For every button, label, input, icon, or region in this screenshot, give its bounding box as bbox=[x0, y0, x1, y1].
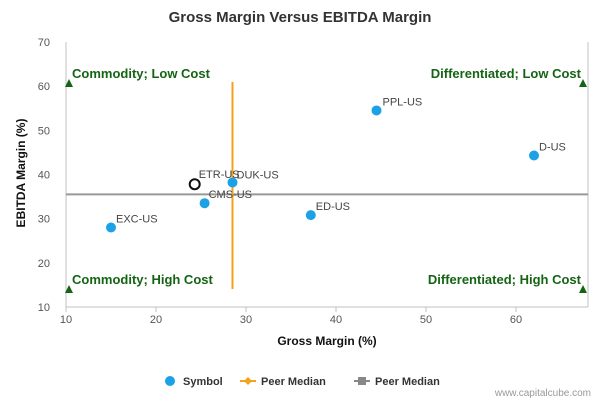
quadrant-marker-icon bbox=[65, 79, 73, 87]
data-point[interactable] bbox=[371, 105, 382, 116]
data-point-label: D-US bbox=[539, 142, 566, 154]
credit-text: www.capitalcube.com bbox=[494, 388, 591, 399]
quadrant-label: Differentiated; High Cost bbox=[428, 272, 582, 287]
legend-square-icon bbox=[358, 377, 366, 385]
x-axis-title: Gross Margin (%) bbox=[277, 334, 376, 348]
data-point[interactable] bbox=[227, 177, 238, 188]
subject-point-label: ETR-US bbox=[199, 169, 240, 181]
x-tick-label: 40 bbox=[330, 314, 342, 326]
data-point-label: CMS-US bbox=[209, 189, 252, 201]
legend-label[interactable]: Peer Median bbox=[261, 376, 326, 388]
data-point[interactable] bbox=[199, 198, 210, 209]
quadrant-marker-icon bbox=[65, 285, 73, 293]
quadrant-label: Commodity; Low Cost bbox=[72, 66, 211, 81]
data-point[interactable] bbox=[106, 222, 116, 233]
x-tick-label: 60 bbox=[510, 314, 522, 326]
data-point[interactable] bbox=[529, 150, 539, 161]
x-tick-label: 30 bbox=[240, 314, 252, 326]
subject-point[interactable] bbox=[188, 178, 201, 191]
y-tick-label: 70 bbox=[38, 37, 50, 49]
data-point-label: ED-US bbox=[316, 201, 350, 213]
data-point[interactable] bbox=[305, 210, 316, 221]
x-tick-label: 20 bbox=[150, 314, 162, 326]
y-tick-label: 10 bbox=[38, 302, 50, 314]
y-tick-label: 50 bbox=[38, 125, 50, 137]
x-tick-label: 50 bbox=[420, 314, 432, 326]
legend-label[interactable]: Peer Median bbox=[375, 376, 440, 388]
x-tick-label: 10 bbox=[60, 314, 72, 326]
y-tick-label: 20 bbox=[38, 258, 50, 270]
data-point-label: PPL-US bbox=[383, 96, 423, 108]
y-tick-label: 40 bbox=[38, 170, 50, 182]
chart-title: Gross Margin Versus EBITDA Margin bbox=[169, 9, 432, 26]
y-axis-title: EBITDA Margin (%) bbox=[14, 119, 28, 228]
quadrant-marker-icon bbox=[579, 79, 587, 87]
median-lines bbox=[66, 82, 588, 289]
data-point-label: EXC-US bbox=[116, 214, 158, 226]
data-point-label: DUK-US bbox=[237, 169, 279, 181]
legend[interactable]: Symbol Peer Median Peer Median bbox=[165, 376, 440, 388]
plot-area bbox=[65, 42, 589, 308]
legend-symbol-icon bbox=[165, 376, 175, 386]
y-tick-label: 60 bbox=[38, 81, 50, 93]
data-points: EXC-US CMS-US DUK-US ED-US PPL-US D-US ETR-US bbox=[106, 96, 566, 233]
x-axis-ticks: 10 20 30 40 50 60 bbox=[60, 307, 522, 326]
quadrant-label: Commodity; High Cost bbox=[72, 272, 213, 287]
quadrant-label: Differentiated; Low Cost bbox=[431, 66, 582, 81]
legend-diamond-icon bbox=[244, 377, 252, 385]
quadrant-marker-icon bbox=[579, 285, 587, 293]
quadrant-labels: Commodity; Low Cost Differentiated; Low C… bbox=[65, 66, 587, 293]
y-axis-ticks: 10 20 30 40 50 60 70 bbox=[38, 37, 50, 314]
legend-label[interactable]: Symbol bbox=[183, 376, 223, 388]
y-tick-label: 30 bbox=[38, 214, 50, 226]
